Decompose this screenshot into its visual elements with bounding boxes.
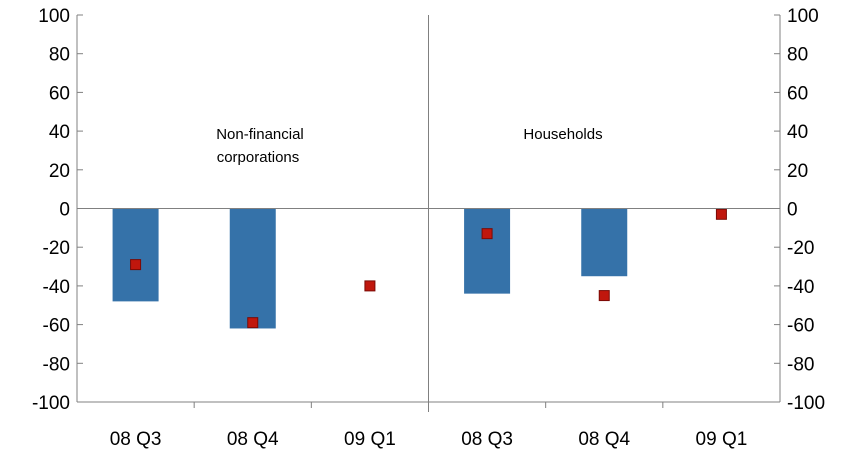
y-axis-left: 100 80 60 40 20 0 -20 -40 -60 -80 -100	[32, 6, 70, 414]
y-tick-label-right: 0	[787, 200, 798, 221]
marker-1	[247, 317, 259, 329]
y-tick-label-right: -100	[787, 393, 825, 414]
x-tick-label: 08 Q3	[461, 429, 513, 450]
x-tick-label: 09 Q1	[344, 429, 396, 450]
axes	[76, 14, 781, 412]
bar-0	[112, 208, 159, 302]
y-tick-label-left: 20	[49, 161, 70, 182]
marker-0	[130, 259, 142, 271]
y-tick-label-left: -80	[43, 354, 70, 375]
x-tick-label: 08 Q3	[110, 429, 162, 450]
bar-1	[229, 208, 276, 329]
bar-4	[581, 208, 628, 277]
x-tick-label: 09 Q1	[696, 429, 748, 450]
y-tick-label-left: -20	[43, 238, 70, 259]
y-tick-label-left: -100	[32, 393, 70, 414]
bar-3	[464, 208, 511, 294]
y-tick-label-right: 60	[787, 83, 808, 104]
y-tick-label-left: 80	[49, 45, 70, 66]
y-tick-label-left: -40	[43, 277, 70, 298]
marker-5	[715, 208, 727, 220]
annotation-corporations: corporations	[217, 149, 300, 166]
y-tick-label-left: -60	[43, 316, 70, 337]
marker-series	[130, 208, 727, 329]
y-tick-label-left: 0	[59, 200, 70, 221]
marker-2	[364, 280, 376, 292]
y-tick-label-right: 20	[787, 161, 808, 182]
y-tick-label-left: 40	[49, 122, 70, 143]
x-tick-label: 08 Q4	[227, 429, 279, 450]
y-tick-label-right: -80	[787, 354, 814, 375]
y-tick-label-right: 80	[787, 45, 808, 66]
y-tick-label-left: 60	[49, 83, 70, 104]
y-tick-label-right: 100	[787, 6, 819, 27]
bar-series	[112, 208, 628, 329]
y-tick-label-right: 40	[787, 122, 808, 143]
y-tick-label-right: -20	[787, 238, 814, 259]
annotation-non-financial: Non-financial	[216, 126, 304, 143]
annotation-households: Households	[523, 126, 602, 143]
y-tick-label-left: 100	[38, 6, 70, 27]
marker-3	[481, 228, 493, 240]
y-tick-label-right: -60	[787, 316, 814, 337]
y-tick-label-right: -40	[787, 277, 814, 298]
x-tick-label: 08 Q4	[578, 429, 630, 450]
x-axis: 08 Q3 08 Q4 09 Q1 08 Q3 08 Q4 09 Q1	[110, 429, 748, 450]
y-axis-right: 100 80 60 40 20 0 -20 -40 -60 -80 -100	[787, 6, 825, 414]
marker-4	[598, 290, 610, 302]
